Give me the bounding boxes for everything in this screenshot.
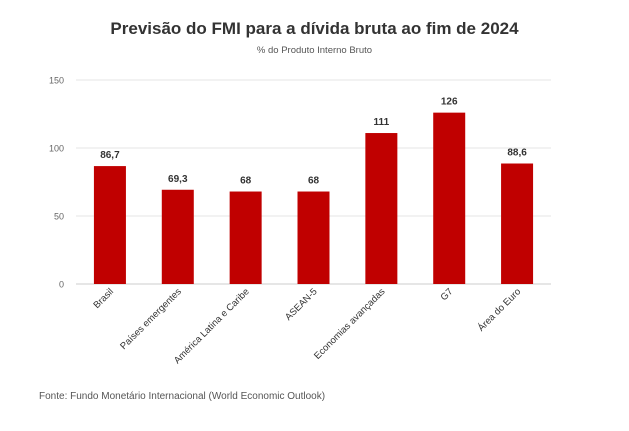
x-tick-label: Economias avançadas [312,286,388,362]
x-tick-label: América Latina e Caribe [172,286,252,366]
bar [229,191,262,284]
x-tick-label: ASEAN-5 [283,286,320,323]
x-tick-label: Área do Euro [476,286,523,333]
data-label: 86,7 [100,150,120,161]
bar [365,133,398,284]
data-label: 69,3 [168,174,188,185]
source-note: Fonte: Fundo Monetário Internacional (Wo… [39,391,326,402]
data-label: 126 [441,97,458,108]
y-tick-label: 150 [49,76,64,86]
chart-subtitle: % do Produto Interno Bruto [256,45,373,56]
data-label: 111 [374,117,390,128]
data-label: 88,6 [507,148,527,159]
bar [433,112,466,284]
bar [297,191,330,284]
y-tick-label: 100 [49,144,64,154]
data-label: 68 [308,176,320,187]
y-tick-label: 0 [59,280,64,290]
y-tick-label: 50 [54,212,64,222]
x-tick-label: G7 [439,286,456,303]
bar [93,166,126,284]
x-tick-label: Países emergentes [118,286,184,352]
chart-title: Previsão do FMI para a dívida bruta ao f… [110,19,519,38]
bar [161,189,194,284]
data-label: 68 [240,176,252,187]
bar [501,163,534,284]
x-tick-label: Brasil [91,286,116,311]
